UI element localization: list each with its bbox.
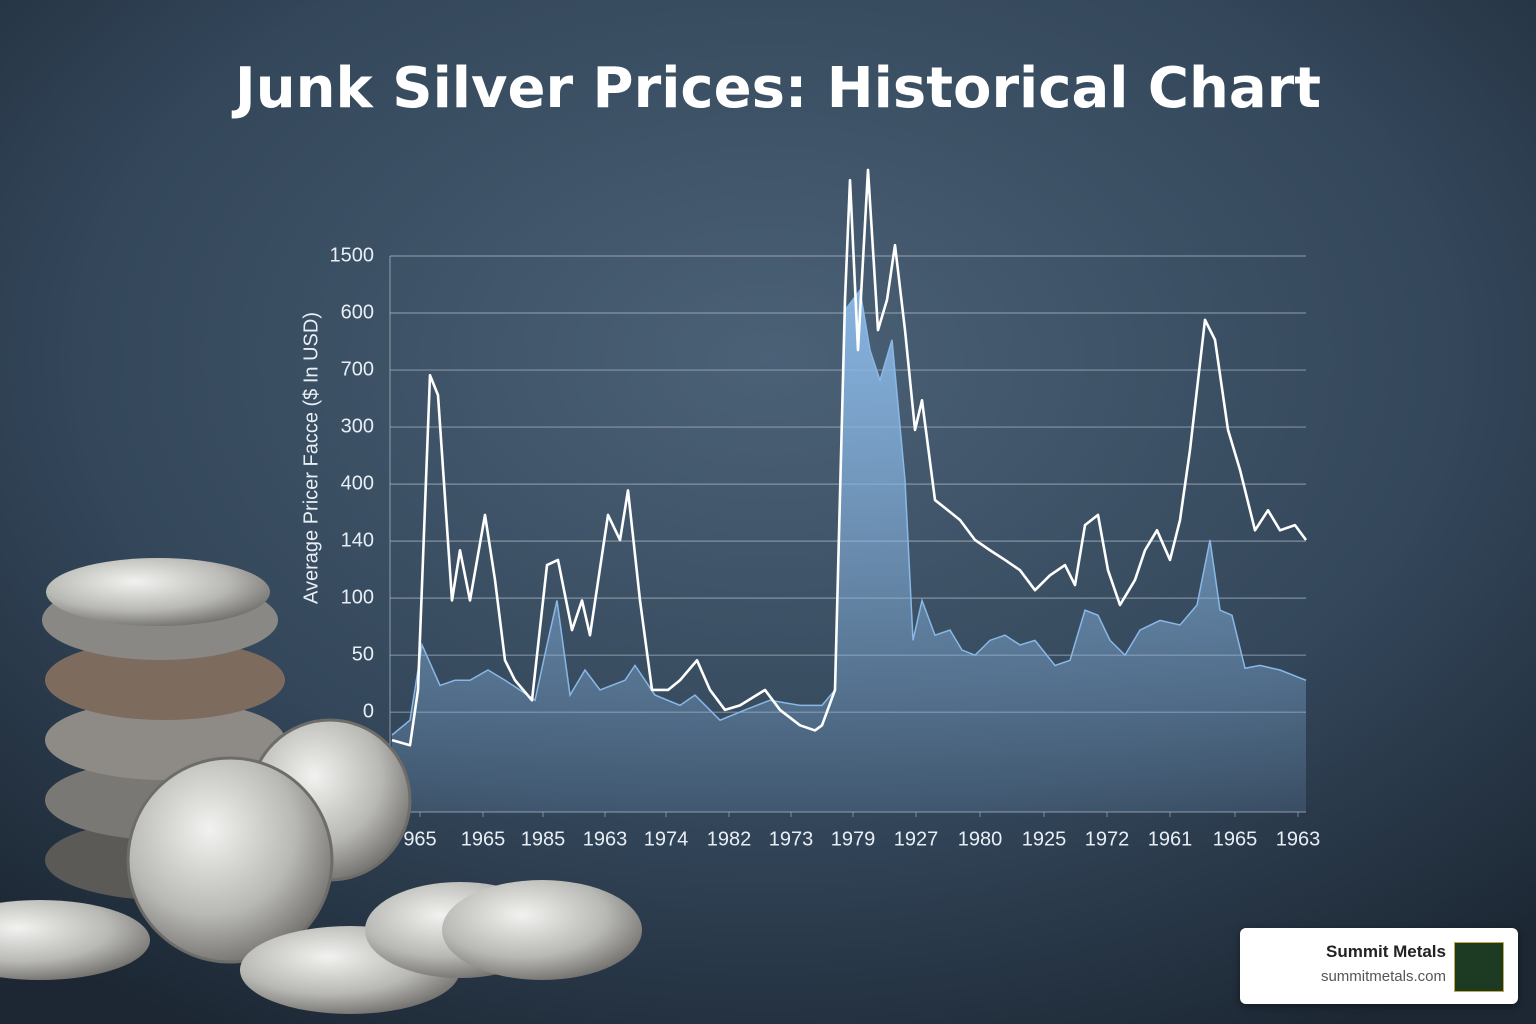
x-tick-label: 1980 xyxy=(958,828,1003,850)
x-tick-label: 1965 xyxy=(461,828,506,850)
coin xyxy=(0,900,150,980)
x-tick-label: 1985 xyxy=(521,828,566,850)
brand-url: summitmetals.com xyxy=(1320,968,1446,985)
coin xyxy=(442,880,642,980)
plot-area: 1500 600 700 300 400 140 100 50 0 965 1965 1985 1963… xyxy=(330,168,1321,850)
y-tick-label: 700 xyxy=(341,358,374,380)
price-line xyxy=(391,168,1308,747)
coin xyxy=(126,756,334,964)
x-tick-label: 1972 xyxy=(1085,828,1130,850)
chart-title: Junk Silver Prices: Historical Chart xyxy=(231,56,1321,121)
y-tick-label: 400 xyxy=(341,472,374,494)
y-tick-label: 100 xyxy=(341,586,374,608)
coin-stack xyxy=(0,558,642,1014)
brand-logo xyxy=(1454,942,1504,992)
y-axis-label: Average Pricer Facce ($ In USD) xyxy=(300,312,322,604)
y-tick-label: 300 xyxy=(341,415,374,437)
x-tick-label: 1963 xyxy=(583,828,628,850)
y-tick-label: 0 xyxy=(363,700,374,722)
coin xyxy=(45,640,285,720)
area-fill xyxy=(392,290,1306,812)
y-tick-label: 50 xyxy=(352,643,374,665)
y-tick-label: 600 xyxy=(341,301,374,323)
x-tick-label: 1961 xyxy=(1148,828,1193,850)
x-tick-label: 1982 xyxy=(707,828,752,850)
x-tick-label: 1973 xyxy=(769,828,814,850)
x-tick-label: 1974 xyxy=(644,828,689,850)
x-tick-label: 1979 xyxy=(831,828,876,850)
x-tick-label: 1963 xyxy=(1276,828,1321,850)
x-tick-label: 965 xyxy=(403,828,436,850)
brand-badge: Summit Metals summitmetals.com xyxy=(1240,928,1518,1004)
x-tick-label: 1925 xyxy=(1022,828,1067,850)
coin xyxy=(46,558,270,626)
area-line xyxy=(391,288,1307,736)
y-tick-label: 1500 xyxy=(330,244,375,266)
x-tick-label: 1927 xyxy=(894,828,939,850)
x-tick-label: 1965 xyxy=(1213,828,1258,850)
y-tick-label: 140 xyxy=(341,529,374,551)
brand-name: Summit Metals xyxy=(1326,942,1446,961)
